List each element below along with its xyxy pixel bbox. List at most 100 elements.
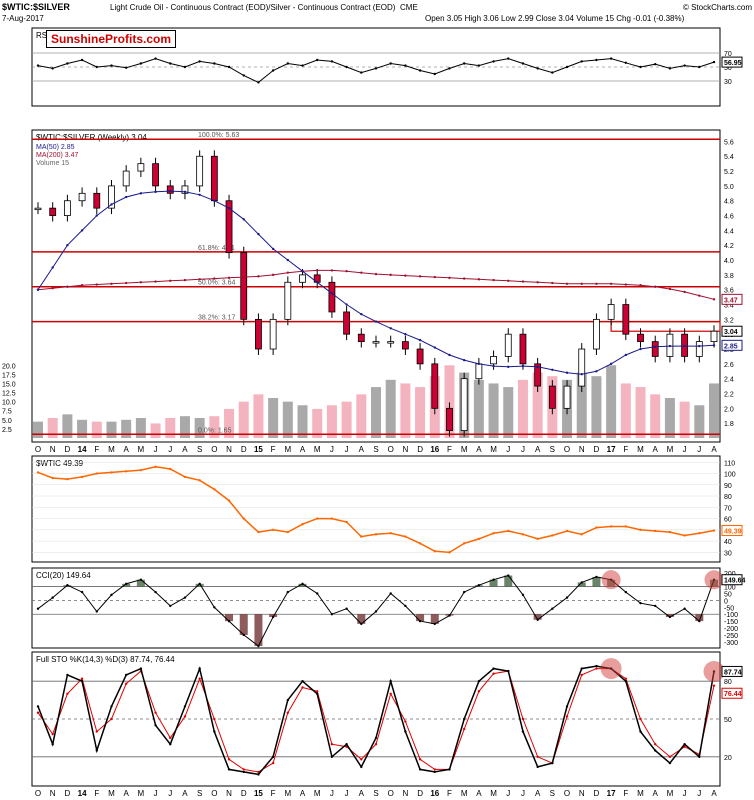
candle-body <box>548 385 556 409</box>
cci-point <box>124 582 128 586</box>
sto-tick-label: 20 <box>724 755 732 762</box>
rsi-point <box>639 65 642 69</box>
volume-tick-label: 7.5 <box>2 409 12 416</box>
x-tick-label: 17 <box>607 789 616 798</box>
price-tick-label: 3.4 <box>724 303 734 310</box>
x-tick-label: S <box>197 789 202 798</box>
ma200-value-box <box>721 293 743 305</box>
wtic-title: $WTIC 49.39 <box>36 459 84 468</box>
wtic-point <box>595 526 598 529</box>
wtic-point <box>154 465 157 468</box>
ma200-point <box>110 282 113 285</box>
volume-bar <box>709 383 719 438</box>
rsi-point <box>698 65 701 69</box>
cci-extreme-fill <box>430 614 439 624</box>
cci-extreme-fill <box>695 614 704 622</box>
legend-ma50: MA(50) 2.85 <box>36 144 75 151</box>
rsi-point <box>95 65 98 69</box>
ma50-point <box>80 229 84 232</box>
rsi-last-value: 56.95 <box>724 60 742 67</box>
wtic-tick-label: 90 <box>724 483 732 490</box>
candle-body <box>534 363 542 387</box>
ma200-point <box>389 273 392 277</box>
cci-point <box>80 590 84 594</box>
ma200-point <box>154 280 157 283</box>
volume-bar <box>606 365 617 438</box>
ma200-point <box>609 282 613 285</box>
volume-bar <box>268 398 279 438</box>
ma50-point <box>404 332 407 336</box>
ma200-value: 3.47 <box>724 297 738 304</box>
x-tick-label: D <box>65 789 71 798</box>
x-tick-label: M <box>461 789 468 798</box>
cci-point <box>668 615 672 619</box>
x-tick-label: O <box>564 789 570 798</box>
candle-body <box>225 200 233 254</box>
ma50-point <box>683 344 686 348</box>
ma200-point <box>271 273 275 277</box>
sto-d-point <box>227 758 231 761</box>
ma200-point <box>492 278 495 282</box>
cci-point <box>36 607 40 610</box>
rsi-point <box>242 74 245 77</box>
rsi-point <box>198 60 201 63</box>
ma200-point <box>66 285 69 288</box>
ma50-point <box>183 190 187 194</box>
candle-body <box>357 333 365 343</box>
cci-point <box>213 606 216 609</box>
rsi-point <box>668 67 672 70</box>
cci-extreme-fill <box>504 575 513 587</box>
x-tick-label: D <box>417 789 423 798</box>
sto-d-point <box>66 692 69 695</box>
price-x-tick-label: M <box>490 445 497 454</box>
wtic-point <box>110 471 113 474</box>
sto-k-point <box>477 680 481 683</box>
ma200-point <box>433 275 436 279</box>
cci-point <box>286 590 290 594</box>
wtic-point <box>521 533 525 536</box>
wtic-tick-label: 70 <box>724 505 732 512</box>
wtic-point <box>609 525 613 528</box>
sto-k-point <box>595 664 598 668</box>
volume-bar <box>635 387 646 438</box>
x-tick-label: 16 <box>430 789 439 798</box>
resistance-zone <box>610 320 721 332</box>
sto-d-value-box <box>721 687 743 699</box>
ma50-point <box>257 232 260 236</box>
sto-k-point <box>521 730 525 733</box>
ma200-point <box>139 281 143 284</box>
wtic-point <box>169 467 172 471</box>
sto-k-point <box>639 730 642 733</box>
cci-extreme-fill <box>357 614 366 624</box>
price-x-tick-label: M <box>667 445 674 454</box>
rsi-point <box>257 81 260 84</box>
sto-tick-label: 50 <box>724 717 732 724</box>
sto-d-point <box>477 690 481 693</box>
ma200-point <box>595 282 598 285</box>
volume-bar <box>62 414 73 438</box>
sto-k-point <box>345 743 348 746</box>
volume-tick-label: 17.5 <box>2 372 16 379</box>
x-tick-label: F <box>271 789 276 798</box>
wtic-point <box>565 529 569 533</box>
price-tick-label: 4.6 <box>724 214 734 221</box>
price-x-tick-label: J <box>330 445 334 454</box>
sto-d-point <box>316 690 319 693</box>
price-x-tick-label: D <box>65 445 71 454</box>
cci-point <box>198 582 201 586</box>
wtic-point <box>286 530 290 534</box>
ma50-point <box>536 365 539 369</box>
candle-body <box>255 318 262 350</box>
volume-bar <box>297 405 308 438</box>
volume-bar <box>400 383 411 438</box>
cci-point <box>433 622 436 626</box>
cci-point <box>51 596 54 599</box>
candle-body <box>446 407 453 431</box>
rsi-point <box>330 60 334 63</box>
rsi-point <box>609 57 613 60</box>
cci-point <box>301 582 304 586</box>
price-tick-label: 3.2 <box>724 317 734 324</box>
wtic-point <box>404 535 407 538</box>
price-x-tick-label: S <box>197 445 202 454</box>
volume-bar <box>209 416 220 438</box>
